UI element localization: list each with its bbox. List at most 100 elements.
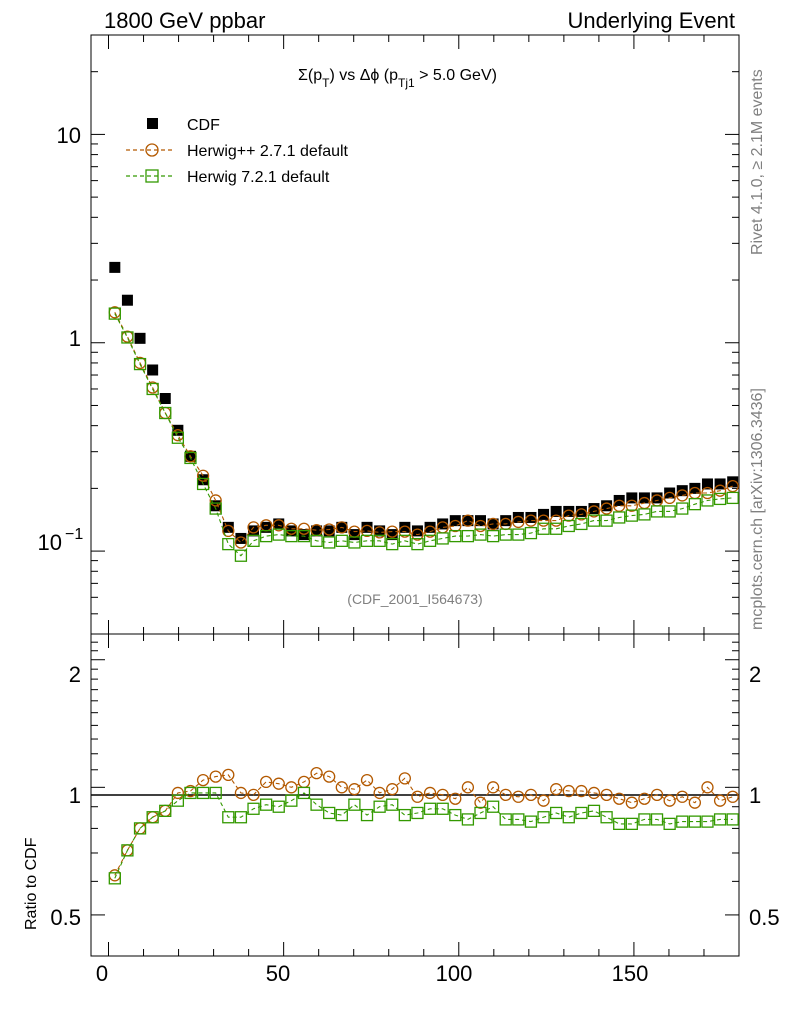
main-herwig-2-7-1-default-point-15 bbox=[297, 522, 311, 535]
main-cdf-point-47 bbox=[701, 478, 713, 490]
ratio-herwig-2-7-1-default-point-8 bbox=[209, 770, 222, 783]
ratio-herwig-7-2-1-default-point-10 bbox=[234, 811, 248, 824]
main-herwig-2-7-1-default-point-48 bbox=[713, 484, 727, 497]
main-herwig-7-2-1-default-point-29 bbox=[474, 528, 487, 541]
main-cdf-point-20 bbox=[361, 521, 373, 533]
main-herwig-7-2-1-default-point-44 bbox=[663, 505, 676, 518]
main-y-tick-label-0.1-base: 10 bbox=[38, 530, 62, 555]
main-y-tick-label-0.1: 10 bbox=[38, 530, 62, 555]
main-herwig-2-7-1-default-point-35 bbox=[550, 514, 563, 527]
ratio-herwig-2-7-1-default-point-25 bbox=[423, 786, 437, 800]
main-herwig-2-7-1-default-point-1 bbox=[121, 330, 134, 343]
ratio-herwig-2-7-1-default-point-40 bbox=[613, 792, 626, 805]
ratio-herwig-7-2-1-default-point-38 bbox=[587, 804, 601, 818]
main-herwig-7-2-1-default-point-36 bbox=[562, 519, 575, 533]
ratio-herwig-2-7-1-default-point-37 bbox=[575, 784, 588, 798]
main-herwig-2-7-1-default-point-39 bbox=[600, 502, 613, 515]
main-cdf-point-1 bbox=[121, 294, 133, 306]
main-herwig-2-7-1-default-point-22 bbox=[386, 525, 399, 538]
ratio-herwig-7-2-1-default-point-17 bbox=[323, 806, 336, 820]
ratio-herwig-7-2-1-default-point-4 bbox=[159, 804, 172, 818]
main-herwig-2-7-1-default-point-10 bbox=[234, 536, 248, 549]
ratio-y-tick-label-1-left: 1 bbox=[69, 783, 81, 808]
ratio-herwig-2-7-1-default-point-45 bbox=[676, 790, 689, 803]
main-herwig-2-7-1-default-point-34 bbox=[537, 514, 550, 527]
ratio-herwig-2-7-1-default-point-9 bbox=[222, 768, 235, 782]
ratio-herwig-2-7-1-default-point-32 bbox=[512, 790, 525, 803]
main-herwig-7-2-1-default-point-42 bbox=[638, 508, 651, 521]
main-herwig-2-7-1-default-point-29 bbox=[474, 519, 487, 533]
ratio-herwig-7-2-1-default-point-45 bbox=[676, 815, 689, 828]
ratio-herwig-7-2-1-default-point-35 bbox=[550, 806, 563, 820]
ratio-herwig-7-2-1-default-line bbox=[114, 792, 733, 879]
ratio-herwig-7-2-1-default-point-11 bbox=[247, 802, 260, 815]
plot-title-sub-t: T bbox=[322, 76, 330, 90]
main-cdf-point-0 bbox=[109, 261, 121, 273]
ratio-herwig-2-7-1-default-point-14 bbox=[285, 781, 298, 794]
main-herwig-2-7-1-default-point-21 bbox=[373, 526, 386, 539]
main-cdf-point-36 bbox=[563, 505, 575, 517]
ratio-herwig-2-7-1-default-point-41 bbox=[625, 796, 638, 809]
main-herwig-7-2-1-default-point-23 bbox=[398, 534, 411, 547]
main-herwig-7-2-1-default-point-7 bbox=[196, 477, 210, 491]
ratio-herwig-7-2-1-default-point-26 bbox=[436, 802, 449, 815]
ratio-herwig-7-2-1-default-point-24 bbox=[411, 806, 424, 820]
main-herwig-7-2-1-default-point-14 bbox=[285, 529, 298, 543]
main-herwig-7-2-1-default-point-11 bbox=[247, 534, 260, 547]
main-herwig-7-2-1-default-point-2 bbox=[133, 357, 147, 371]
main-herwig-7-2-1-default-point-8 bbox=[209, 502, 222, 515]
main-cdf-point-38 bbox=[588, 503, 600, 515]
x-tick-label-0: 0 bbox=[96, 961, 108, 986]
ratio-y-tick-label-0.5-right: 0.5 bbox=[749, 905, 780, 930]
main-cdf-point-28 bbox=[462, 515, 474, 527]
main-herwig-7-2-1-default-point-5 bbox=[171, 431, 185, 444]
main-cdf-point-10 bbox=[235, 532, 247, 544]
main-herwig-7-2-1-default-point-25 bbox=[423, 534, 437, 547]
main-herwig-7-2-1-default-point-30 bbox=[486, 529, 500, 543]
ratio-herwig-7-2-1-default-point-21 bbox=[373, 800, 386, 813]
ratio-herwig-2-7-1-default-point-13 bbox=[272, 777, 285, 790]
main-cdf-point-25 bbox=[424, 521, 436, 533]
side-label-rivet: Rivet 4.1.0, ≥ 2.1M events bbox=[749, 69, 766, 255]
main-cdf-point-13 bbox=[273, 518, 285, 530]
ratio-herwig-7-2-1-default-point-34 bbox=[537, 811, 550, 824]
main-y-tick-label-1: 1 bbox=[69, 326, 81, 351]
main-herwig-7-2-1-default-point-3 bbox=[146, 382, 159, 396]
ratio-herwig-7-2-1-default-point-3 bbox=[146, 811, 159, 824]
legend: CDF Herwig++ 2.7.1 default Herwig 7.2.1 … bbox=[126, 117, 349, 186]
main-cdf-point-24 bbox=[411, 525, 423, 537]
ratio-herwig-2-7-1-default-point-19 bbox=[348, 783, 361, 796]
side-label-mcplots: mcplots.cern.ch [arXiv:1306.3436] bbox=[749, 388, 766, 630]
plot-title-sub-tj1: Tj1 bbox=[398, 76, 415, 90]
ratio-herwig-7-2-1-default-point-9 bbox=[222, 811, 235, 824]
main-data-layer bbox=[108, 261, 739, 562]
main-herwig-2-7-1-default-point-14 bbox=[285, 522, 298, 535]
legend-cdf-marker bbox=[147, 118, 158, 129]
main-cdf-point-46 bbox=[689, 482, 701, 494]
ratio-herwig-7-2-1-default-point-46 bbox=[688, 815, 702, 828]
ratio-herwig-2-7-1-default-point-49 bbox=[726, 790, 739, 803]
ratio-herwig-7-2-1-default-point-7 bbox=[196, 786, 210, 800]
main-herwig-7-2-1-default-point-9 bbox=[222, 537, 235, 551]
main-cdf-point-4 bbox=[159, 393, 171, 405]
header-left-label: 1800 GeV ppbar bbox=[104, 8, 265, 33]
main-herwig-2-7-1-default-point-33 bbox=[524, 514, 538, 527]
plot-title: Σ(pT) vs Δϕ (pTj1 > 5.0 GeV) bbox=[298, 67, 497, 90]
main-herwig-7-2-1-default-point-34 bbox=[537, 522, 550, 535]
main-herwig-2-7-1-default-point-45 bbox=[676, 489, 689, 502]
ratio-herwig-2-7-1-default-point-48 bbox=[713, 794, 727, 807]
main-herwig-2-7-1-default-point-47 bbox=[701, 486, 714, 500]
ratio-herwig-2-7-1-default-point-24 bbox=[411, 790, 424, 803]
ratio-herwig-7-2-1-default-point-13 bbox=[272, 800, 285, 813]
ratio-herwig-7-2-1-default-point-49 bbox=[726, 813, 739, 826]
header-right-label: Underlying Event bbox=[567, 8, 735, 33]
x-tick-label-150: 150 bbox=[612, 961, 649, 986]
ratio-herwig-2-7-1-default-point-17 bbox=[323, 770, 336, 783]
main-herwig-7-2-1-default-point-26 bbox=[436, 532, 449, 545]
main-herwig-2-7-1-default-point-28 bbox=[461, 514, 475, 527]
main-herwig-7-2-1-default-point-24 bbox=[411, 537, 424, 551]
main-herwig-7-2-1-default-point-19 bbox=[348, 536, 361, 549]
main-herwig-7-2-1-default-point-17 bbox=[323, 536, 336, 549]
ratio-herwig-2-7-1-default-point-47 bbox=[701, 781, 714, 794]
